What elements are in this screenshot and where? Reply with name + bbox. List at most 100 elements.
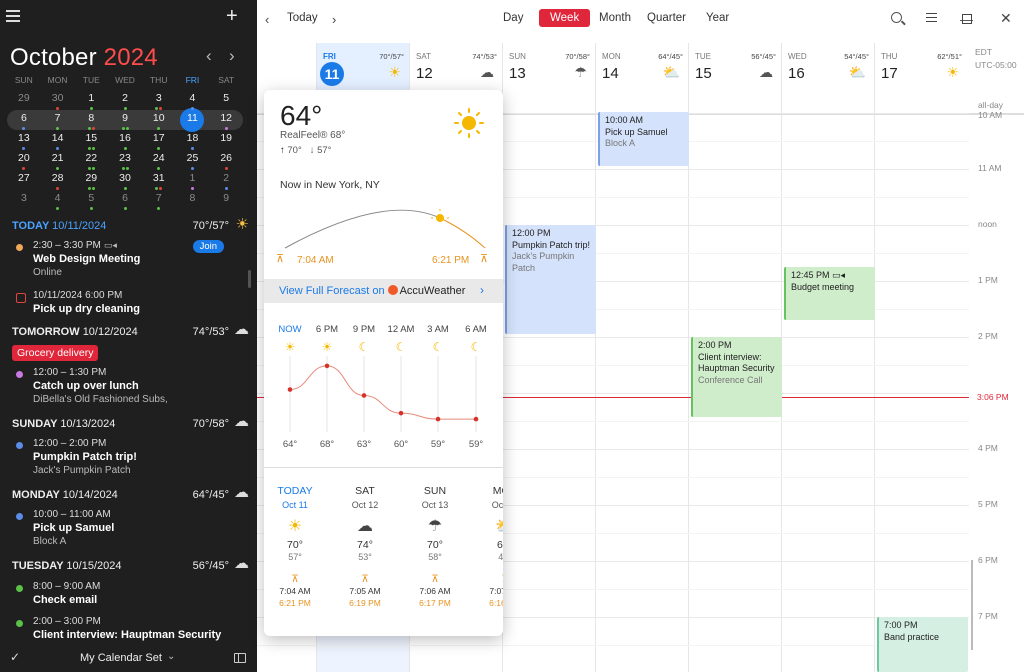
daily-forecast-day[interactable]: SUN Oct 13 ☂ 70° 58° ⊼ 7:06 AM 6:17 PM xyxy=(404,485,466,608)
task-checkbox[interactable] xyxy=(16,293,26,303)
mini-calendar-day[interactable]: 10 xyxy=(142,110,176,130)
agenda-event[interactable]: 8:00 – 9:00 AM Check email xyxy=(16,581,252,606)
mini-calendar-day[interactable]: 1 xyxy=(176,170,210,190)
calendar-event[interactable]: 12:45 PM ▭◂ Budget meeting xyxy=(784,267,875,320)
mini-calendar-day[interactable]: 19 xyxy=(220,132,233,144)
search-icon[interactable] xyxy=(891,12,902,23)
mini-calendar-day[interactable]: 26 xyxy=(209,150,243,170)
view-month-button[interactable]: Month xyxy=(599,12,631,24)
day-column-header[interactable]: THU 17 62°/51° ☀ xyxy=(874,43,967,95)
mini-calendar-day[interactable]: 6 xyxy=(7,110,41,130)
agenda-event[interactable]: 2:00 – 3:00 PM Client interview: Hauptma… xyxy=(16,616,252,641)
day-column[interactable] xyxy=(874,95,967,672)
mini-calendar-day[interactable]: 8 xyxy=(189,192,196,204)
daily-forecast[interactable]: TODAY Oct 11 ☀ 70° 57° ⊼ 7:04 AM 6:21 PM SAT Oct … xyxy=(264,485,503,625)
mini-calendar-day[interactable]: 17 xyxy=(142,130,176,150)
mini-calendar-day[interactable]: 25 xyxy=(176,150,210,170)
mini-calendar-day[interactable]: 30 xyxy=(41,90,75,110)
maximize-icon[interactable] xyxy=(962,14,972,24)
forecast-low: 58° xyxy=(428,552,442,562)
calendar-event[interactable]: 10:00 AM Pick up Samuel Block A xyxy=(598,112,689,166)
mini-calendar-day[interactable]: 29 xyxy=(18,92,30,104)
mini-calendar-day[interactable]: 14 xyxy=(41,130,75,150)
more-menu-icon[interactable] xyxy=(926,13,937,25)
full-forecast-link[interactable]: View Full Forecast on AccuWeather › xyxy=(264,279,503,303)
mini-calendar-day[interactable]: 5 xyxy=(74,190,108,210)
daily-forecast-day[interactable]: MON Oct 14 ⛅ 64°45° ⊼7:07 AM 6:16 PM xyxy=(474,485,503,608)
menu-icon[interactable] xyxy=(6,10,20,22)
mini-calendar-day[interactable]: 7 xyxy=(41,110,75,130)
mini-calendar-day[interactable]: 3 xyxy=(142,90,176,110)
prev-period-icon[interactable]: ‹ xyxy=(265,12,270,27)
mini-calendar-day[interactable]: 16 xyxy=(108,130,142,150)
mini-calendar-day[interactable]: 29 xyxy=(74,170,108,190)
calendar-set-selector[interactable]: My Calendar Set xyxy=(80,652,162,664)
day-column-header[interactable]: SAT 12 74°/53° ☁ xyxy=(409,43,502,95)
view-week-button[interactable]: Week xyxy=(539,9,591,27)
day-column[interactable] xyxy=(595,95,688,672)
checkmark-icon[interactable]: ✓ xyxy=(10,650,21,664)
mini-calendar-day[interactable]: 9 xyxy=(223,192,230,204)
close-icon[interactable]: ✕ xyxy=(1000,10,1012,26)
mini-calendar-day[interactable]: 28 xyxy=(41,170,75,190)
next-period-icon[interactable]: › xyxy=(332,12,337,27)
mini-calendar-day[interactable]: 22 xyxy=(74,150,108,170)
agenda-task[interactable]: 10/11/2024 6:00 PM Pick up dry cleaning xyxy=(16,290,252,315)
grid-scrollbar[interactable] xyxy=(971,560,973,650)
mini-calendar-day[interactable]: 15 xyxy=(74,130,108,150)
join-button[interactable]: Join xyxy=(192,240,224,253)
mini-calendar-day[interactable]: 20 xyxy=(7,150,41,170)
sunrise-icon: ⊼ xyxy=(431,574,439,585)
view-day-button[interactable]: Day xyxy=(503,12,524,24)
panel-toggle-icon[interactable] xyxy=(234,653,246,663)
day-column-header[interactable]: SUN 13 70°/58° ☂ xyxy=(502,43,595,95)
mini-calendar-day[interactable]: 8 xyxy=(74,110,108,130)
mini-calendar-day[interactable]: 12 xyxy=(209,110,243,130)
calendar-event[interactable]: 7:00 PM Band practice xyxy=(877,617,968,672)
sidebar-scrollbar[interactable] xyxy=(248,270,251,288)
day-column-header[interactable]: TUE 15 56°/45° ☁ xyxy=(688,43,781,95)
agenda-list: TODAY 10/11/2024 70°/57° ☀ 2:30 – 3:30 P… xyxy=(0,216,257,642)
mini-next-icon[interactable]: › xyxy=(229,46,235,65)
mini-calendar-day[interactable]: 18 xyxy=(176,130,210,150)
mini-calendar-day[interactable]: 13 xyxy=(7,130,41,150)
mini-calendar-day[interactable]: 2 xyxy=(108,90,142,110)
mini-calendar-day[interactable]: 6 xyxy=(108,190,142,210)
day-column-header[interactable]: WED 16 54°/45° ⛅ xyxy=(781,43,874,95)
agenda-event[interactable]: 12:00 – 1:30 PM Catch up over lunch DiBe… xyxy=(16,367,252,405)
mini-calendar-day[interactable]: 7 xyxy=(142,190,176,210)
mini-calendar-day[interactable]: 3 xyxy=(20,192,27,204)
mini-calendar-day[interactable]: 27 xyxy=(18,172,30,184)
mini-calendar-day[interactable]: 11 xyxy=(176,108,210,132)
chevron-down-icon[interactable]: ⌄ xyxy=(167,651,176,662)
view-year-button[interactable]: Year xyxy=(706,12,730,24)
add-event-icon[interactable]: + xyxy=(226,5,238,27)
mini-prev-icon[interactable]: ‹ xyxy=(206,46,212,65)
mini-calendar-day[interactable]: 2 xyxy=(209,170,243,190)
mini-calendar-day[interactable]: 30 xyxy=(108,170,142,190)
mini-calendar-day[interactable]: 5 xyxy=(223,92,230,104)
calendar-event[interactable]: 2:00 PM Client interview: Hauptman Secur… xyxy=(691,337,782,417)
day-column-header[interactable]: FRI 11 70°/57° ☀ xyxy=(316,43,409,95)
calendar-event[interactable]: 12:00 PM Pumpkin Patch trip! Jack's Pump… xyxy=(505,225,596,334)
agenda-event[interactable]: 12:00 – 2:00 PM Pumpkin Patch trip! Jack… xyxy=(16,438,252,476)
agenda-event[interactable]: 10:00 – 11:00 AM Pick up Samuel Block A xyxy=(16,509,252,547)
day-column[interactable] xyxy=(502,95,595,672)
mini-calendar-day[interactable]: 23 xyxy=(108,150,142,170)
mini-calendar-day[interactable]: 21 xyxy=(41,150,75,170)
daily-forecast-day[interactable]: SAT Oct 12 ☁ 74° 53° ⊼ 7:05 AM 6:19 PM xyxy=(334,485,396,608)
agenda-event[interactable]: 2:30 – 3:30 PM ▭◂ Web Design Meeting Onli… xyxy=(16,240,252,278)
day-column[interactable] xyxy=(781,95,874,672)
allday-event-badge[interactable]: Grocery delivery xyxy=(12,345,99,361)
mini-calendar-day[interactable]: 24 xyxy=(142,150,176,170)
mini-calendar-day[interactable]: 9 xyxy=(108,110,142,130)
mini-calendar-day[interactable]: 1 xyxy=(74,90,108,110)
mini-calendar-day[interactable]: 31 xyxy=(142,170,176,190)
today-button[interactable]: Today xyxy=(287,12,318,24)
mini-calendar-day[interactable]: 4 xyxy=(176,90,210,110)
daily-forecast-day[interactable]: TODAY Oct 11 ☀ 70° 57° ⊼ 7:04 AM 6:21 PM xyxy=(264,485,326,608)
view-quarter-button[interactable]: Quarter xyxy=(647,12,686,24)
mini-calendar-day[interactable]: 4 xyxy=(41,190,75,210)
day-column[interactable] xyxy=(688,95,781,672)
day-column-header[interactable]: MON 14 64°/45° ⛅ xyxy=(595,43,688,95)
